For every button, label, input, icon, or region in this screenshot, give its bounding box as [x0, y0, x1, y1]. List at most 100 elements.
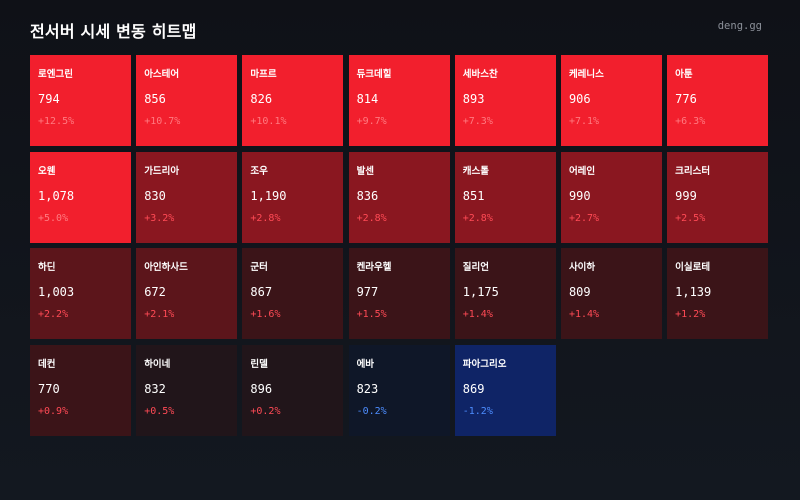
- price-change: -0.2%: [356, 405, 387, 417]
- price-change: +2.8%: [462, 212, 493, 224]
- server-name: 조우: [250, 165, 268, 177]
- heatmap-tile[interactable]: 마프르 826 +10.1%: [242, 55, 344, 146]
- server-price: 1,003: [38, 285, 75, 299]
- heatmap-tile[interactable]: 데컨 770 +0.9%: [30, 344, 131, 436]
- server-name: 캐스톨: [462, 165, 489, 177]
- price-change: +10.1%: [250, 116, 287, 127]
- server-price: 1,139: [675, 285, 712, 299]
- price-change: +1.2%: [675, 309, 706, 320]
- server-name: 세바스찬: [462, 69, 498, 80]
- price-change: +1.5%: [356, 309, 387, 320]
- server-name: 린델: [250, 358, 268, 370]
- server-price: 856: [144, 92, 166, 106]
- server-price: 990: [568, 188, 591, 203]
- server-price: 896: [250, 381, 273, 396]
- price-change: +9.7%: [356, 116, 387, 127]
- heatmap-tile[interactable]: 캐스톨 851 +2.8%: [454, 151, 556, 243]
- heatmap-tile[interactable]: 이실로테 1,139 +1.2%: [667, 248, 769, 339]
- server-price: 826: [250, 92, 273, 106]
- page-header: 전서버 시세 변동 히트맵 deng.gg: [30, 16, 770, 44]
- heatmap-tile[interactable]: 파아그리오 869 -1.2%: [454, 344, 556, 436]
- server-price: 869: [462, 381, 485, 396]
- price-change: +6.3%: [675, 116, 706, 127]
- server-price: 999: [675, 188, 697, 203]
- price-change: +2.5%: [675, 212, 706, 224]
- heatmap-tile[interactable]: 하딘 1,003 +2.2%: [30, 248, 131, 339]
- server-name: 사이하: [568, 262, 596, 273]
- heatmap-tile[interactable]: 아툰 776 +6.3%: [667, 55, 769, 146]
- server-price: 893: [462, 92, 485, 106]
- server-name: 군터: [250, 262, 268, 273]
- heatmap-tile[interactable]: 군터 867 +1.6%: [242, 248, 344, 339]
- price-change: +7.3%: [462, 116, 493, 127]
- server-price: 1,175: [462, 285, 499, 299]
- page-title: 전서버 시세 변동 히트맵: [30, 22, 197, 41]
- heatmap-tile[interactable]: 에바 823 -0.2%: [348, 344, 450, 436]
- heatmap-tile[interactable]: 가드리아 830 +3.2%: [136, 151, 238, 243]
- heatmap-tile[interactable]: 오웬 1,078 +5.0%: [30, 151, 131, 243]
- server-name: 케레니스: [568, 69, 604, 80]
- server-name: 크리스터: [675, 165, 711, 177]
- heatmap-tile[interactable]: 아인하사드 672 +2.1%: [136, 248, 238, 339]
- server-price: 672: [144, 285, 166, 299]
- server-price: 836: [356, 188, 379, 203]
- heatmap-tile[interactable]: 발센 836 +2.8%: [348, 151, 450, 243]
- server-name: 질리언: [462, 262, 489, 273]
- server-name: 마프르: [250, 69, 277, 80]
- price-change: +1.6%: [250, 309, 281, 320]
- price-change: +2.1%: [144, 309, 175, 320]
- server-name: 아인하사드: [144, 262, 188, 273]
- heatmap-tile[interactable]: 크리스터 999 +2.5%: [667, 151, 769, 243]
- price-change: +0.2%: [250, 405, 281, 417]
- heatmap-tile[interactable]: 케레니스 906 +7.1%: [560, 55, 662, 146]
- heatmap-tile[interactable]: 하이네 832 +0.5%: [136, 344, 238, 436]
- server-name: 가드리아: [144, 165, 180, 177]
- heatmap-tile[interactable]: 켄라우헬 977 +1.5%: [348, 248, 450, 339]
- server-name: 어레인: [568, 165, 596, 177]
- server-name: 에바: [356, 358, 375, 370]
- server-name: 아스테어: [144, 69, 180, 80]
- price-change: -1.2%: [462, 405, 493, 417]
- heatmap-tile[interactable]: 린델 896 +0.2%: [242, 344, 344, 436]
- heatmap-tile[interactable]: 아스테어 856 +10.7%: [136, 55, 238, 146]
- server-name: 아툰: [675, 69, 693, 80]
- heatmap-tile[interactable]: 로엔그린 794 +12.5%: [30, 55, 131, 146]
- server-price: 814: [356, 92, 379, 106]
- server-name: 하딘: [38, 262, 56, 273]
- server-name: 로엔그린: [38, 69, 73, 80]
- server-name: 이실로테: [675, 262, 711, 273]
- price-change: +3.2%: [144, 212, 175, 224]
- heatmap-tile[interactable]: 조우 1,190 +2.8%: [242, 151, 344, 243]
- server-price: 906: [568, 92, 591, 106]
- server-name: 파아그리오: [462, 358, 507, 370]
- server-name: 오웬: [38, 165, 56, 177]
- heatmap-tile[interactable]: 어레인 990 +2.7%: [560, 151, 662, 243]
- server-name: 하이네: [144, 358, 171, 370]
- price-change: +2.2%: [38, 309, 69, 320]
- heatmap-tile[interactable]: 사이하 809 +1.4%: [560, 248, 662, 339]
- server-price: 794: [38, 92, 60, 106]
- server-name: 켄라우헬: [356, 262, 392, 273]
- server-price: 776: [675, 92, 697, 106]
- server-name: 듀크데힐: [356, 69, 392, 80]
- server-price: 830: [144, 188, 166, 203]
- price-change: +1.4%: [462, 309, 493, 320]
- server-price: 832: [144, 381, 166, 396]
- server-price: 977: [356, 285, 379, 299]
- server-price: 867: [250, 285, 273, 299]
- server-price: 1,190: [250, 188, 287, 203]
- price-change: +0.9%: [38, 405, 69, 417]
- server-price: 1,078: [38, 188, 75, 203]
- price-change: +5.0%: [38, 212, 69, 224]
- brand-label: deng.gg: [717, 20, 762, 32]
- heatmap-grid: 로엔그린 794 +12.5% 아스테어 856 +10.7% 마프르 826 +10.1% 듀크…: [30, 55, 769, 436]
- price-change: +12.5%: [38, 116, 75, 127]
- server-name: 데컨: [38, 358, 56, 370]
- heatmap-tile[interactable]: 듀크데힐 814 +9.7%: [348, 55, 450, 146]
- heatmap-tile[interactable]: 질리언 1,175 +1.4%: [454, 248, 556, 339]
- server-price: 770: [38, 381, 60, 396]
- heatmap-tile[interactable]: 세바스찬 893 +7.3%: [454, 55, 556, 146]
- server-price: 809: [568, 285, 591, 299]
- price-change: +2.7%: [568, 212, 600, 224]
- price-change: +2.8%: [250, 212, 281, 224]
